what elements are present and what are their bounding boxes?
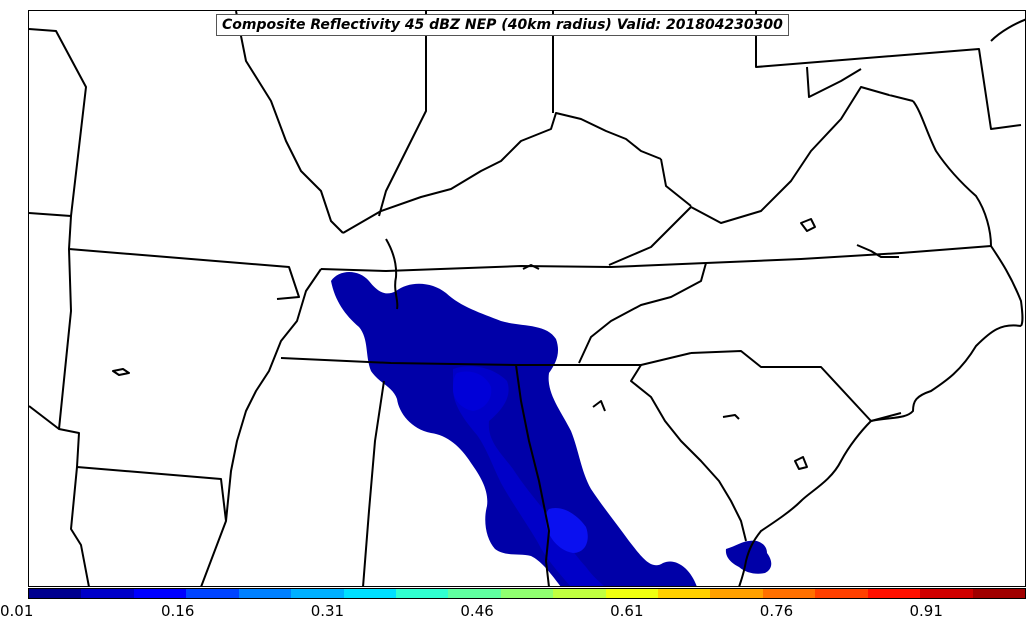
- colorbar-tick-label: 0.91: [909, 602, 943, 620]
- colorbar-segment: [605, 589, 659, 598]
- boundary-line: [608, 86, 914, 266]
- colorbar-segment: [762, 589, 816, 598]
- colorbar-tick-label: 0.31: [310, 602, 345, 620]
- lake-outline: [856, 244, 899, 258]
- colorbar-tick-label: 0.61: [610, 602, 644, 620]
- colorbar-segment: [920, 589, 973, 598]
- colorbar-tick-label: 0.76: [759, 602, 794, 620]
- boundary-line: [362, 380, 385, 586]
- colorbar-segment: [553, 589, 606, 598]
- colorbar-segment: [343, 589, 396, 598]
- colorbar-segment: [395, 589, 449, 598]
- boundary-line: [630, 364, 747, 542]
- boundary-line: [225, 268, 322, 522]
- boundary-line: [29, 28, 87, 217]
- boundary-line: [68, 215, 300, 300]
- boundary-line: [29, 405, 60, 430]
- boundary-line: [578, 262, 707, 364]
- colorbar-segment: [500, 589, 554, 598]
- nep-region-coastal: [725, 540, 772, 574]
- colorbar-segment: [291, 589, 344, 598]
- colorbar-segment: [133, 589, 187, 598]
- boundary-line: [378, 11, 427, 217]
- colorbar: [28, 588, 1026, 599]
- coastline: [990, 18, 1025, 42]
- boundary-line: [806, 66, 862, 98]
- probability-fill-layer: [331, 272, 772, 586]
- lake-outline: [592, 400, 606, 412]
- river-line: [385, 238, 399, 310]
- map-canvas: [29, 11, 1025, 586]
- lake-outline: [112, 368, 130, 376]
- boundary-line: [235, 11, 344, 234]
- lake-outline: [522, 264, 540, 270]
- map-title: Composite Reflectivity 45 dBZ NEP (40km …: [216, 14, 789, 36]
- state-boundaries: [29, 11, 1025, 586]
- coastline: [870, 324, 1022, 422]
- colorbar-tick-label: 0.16: [160, 602, 195, 620]
- colorbar-tick-label: 0.46: [460, 602, 494, 620]
- colorbar-segment: [658, 589, 711, 598]
- boundary-line: [70, 466, 90, 586]
- colorbar-segment: [972, 589, 1026, 598]
- nep-region-main: [331, 272, 697, 586]
- boundary-line: [58, 248, 227, 586]
- colorbar-segment: [29, 589, 82, 598]
- colorbar-segment: [448, 589, 501, 598]
- nep-region-high: [545, 507, 588, 553]
- colorbar-tick-label: 0.01: [0, 602, 34, 620]
- boundary-line: [515, 364, 550, 586]
- colorbar-segment: [710, 589, 763, 598]
- colorbar-segment: [867, 589, 921, 598]
- boundary-line: [690, 350, 902, 422]
- coastline: [990, 245, 1024, 327]
- lake-outline: [794, 456, 808, 470]
- lake-outline: [800, 218, 816, 232]
- coastline: [912, 100, 992, 247]
- lake-outline: [722, 414, 740, 420]
- colorbar-segment: [238, 589, 292, 598]
- boundary-line: [342, 112, 662, 234]
- boundary-line: [755, 11, 1022, 130]
- coastline: [738, 420, 872, 586]
- colorbar-segment: [815, 589, 868, 598]
- boundary-line: [320, 245, 992, 272]
- colorbar-segment: [186, 589, 239, 598]
- colorbar-segment: [81, 589, 134, 598]
- boundary-line: [660, 158, 692, 207]
- map-panel: [28, 10, 1026, 587]
- nep-region-high-2: [453, 371, 492, 411]
